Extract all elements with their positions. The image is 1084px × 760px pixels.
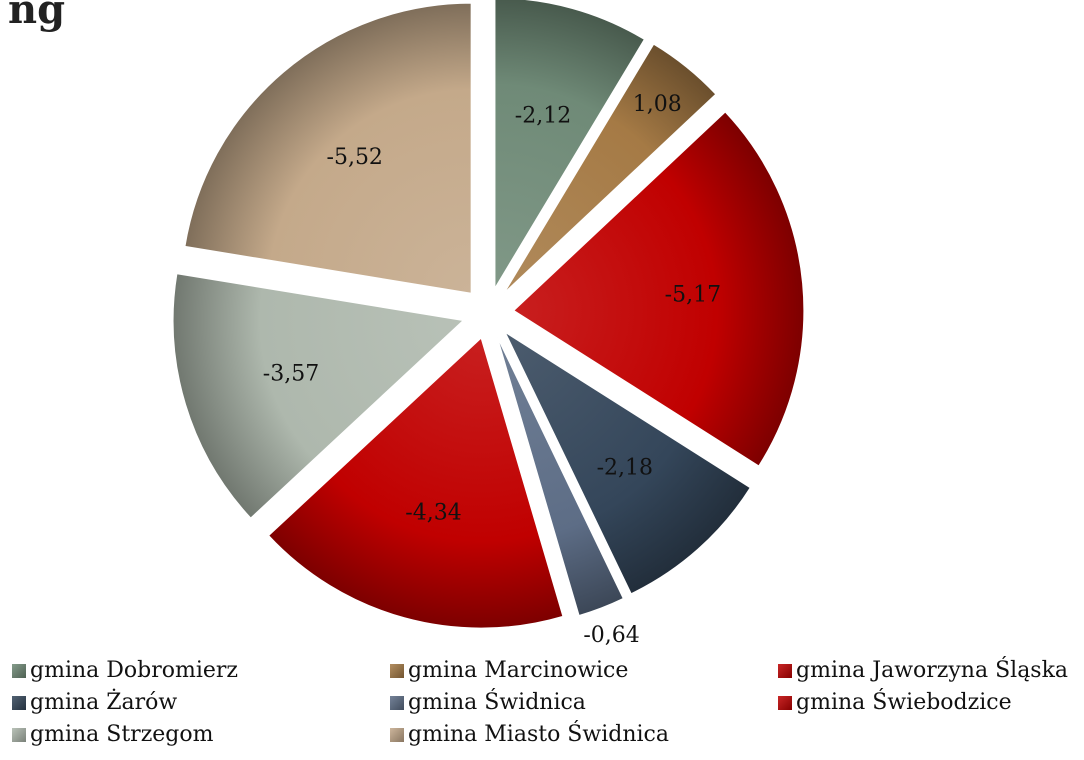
- legend-swatch: [390, 695, 404, 710]
- pie-chart: -2,12 1,08 -5,17 -2,18 -0,64 -4,34 -3,57 -5,52: [172, 0, 805, 648]
- data-label-4: -2,18: [597, 456, 653, 481]
- pie-slice-7: [172, 273, 465, 519]
- legend-swatch: [12, 695, 26, 710]
- legend-label: gmina Świebodzice: [796, 690, 1012, 715]
- legend-swatch: [390, 663, 404, 678]
- pie-slice-1: [494, 0, 645, 290]
- legend-swatch: [12, 663, 26, 678]
- data-label-6: -4,34: [405, 500, 461, 525]
- pie-slice-2: [503, 43, 717, 294]
- legend-item: gmina Marcinowice: [390, 658, 628, 683]
- legend-label: gmina Żarów: [30, 690, 178, 715]
- pie-slice-5: [496, 337, 624, 617]
- legend-item: gmina Dobromierz: [12, 658, 238, 683]
- legend-item: gmina Miasto Świdnica: [390, 722, 669, 747]
- data-label-8: -5,52: [327, 145, 383, 170]
- legend-item: gmina Świdnica: [390, 690, 586, 715]
- data-label-3: -5,17: [665, 283, 721, 308]
- legend-item: gmina Jaworzyna Śląska: [778, 658, 1068, 683]
- pie-slice-8: [184, 2, 472, 294]
- legend-item: gmina Strzegom: [12, 722, 214, 747]
- legend-label: gmina Świdnica: [408, 690, 586, 715]
- data-label-2: 1,08: [633, 92, 682, 117]
- legend-label: gmina Marcinowice: [408, 658, 629, 683]
- legend-swatch: [778, 695, 792, 710]
- data-label-5: -0,64: [583, 623, 639, 648]
- legend-swatch: [390, 727, 404, 742]
- legend-label: gmina Strzegom: [30, 722, 214, 747]
- pie-slice-3: [513, 111, 805, 467]
- legend-swatch: [12, 727, 26, 742]
- data-label-1: -2,12: [515, 104, 571, 129]
- chart-title-fragment: ng: [8, 0, 66, 33]
- legend-label: gmina Jaworzyna Śląska: [796, 658, 1069, 683]
- legend-item: gmina Żarów: [12, 690, 177, 715]
- data-label-7: -3,57: [263, 362, 319, 387]
- legend-label: gmina Dobromierz: [30, 658, 239, 683]
- pie-slice-4: [504, 331, 751, 595]
- legend-swatch: [778, 663, 792, 678]
- legend-item: gmina Świebodzice: [778, 690, 1012, 715]
- pie-slice-6: [268, 337, 564, 629]
- legend-label: gmina Miasto Świdnica: [408, 722, 669, 747]
